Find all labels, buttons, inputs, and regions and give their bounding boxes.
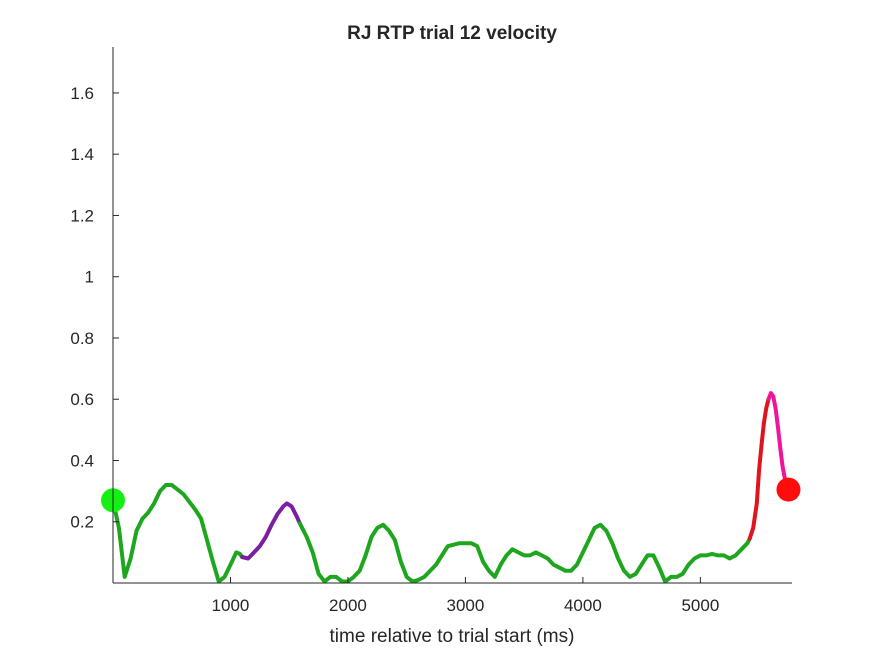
- plot-area: [101, 391, 801, 584]
- y-tick-label: 0.8: [70, 329, 94, 348]
- x-tick-label: 5000: [681, 596, 719, 615]
- series-line-2: [240, 501, 302, 561]
- x-tick-label: 1000: [212, 596, 250, 615]
- end-marker: [776, 477, 801, 502]
- y-tick-label: 1.4: [70, 145, 94, 164]
- y-tick-label: 0.2: [70, 513, 94, 532]
- y-tick-label: 1: [85, 268, 94, 287]
- y-tick-label: 1.2: [70, 206, 94, 225]
- y-tick-label: 0.4: [70, 451, 94, 470]
- y-tick-label: 0.6: [70, 390, 94, 409]
- series-line-1: [111, 483, 245, 584]
- x-axis-label: time relative to trial start (ms): [330, 626, 575, 647]
- series-line-5: [766, 391, 791, 492]
- axes: 0.2 0.4 0.6 0.8 1 1.2 1.4 1.6 1000 2000 3000 4000 50…: [70, 47, 792, 615]
- series-line-4: [747, 397, 771, 541]
- x-tick-label: 3000: [447, 596, 485, 615]
- x-tick-label: 2000: [329, 596, 367, 615]
- series-line-3: [297, 521, 752, 584]
- x-tick-label: 4000: [564, 596, 602, 615]
- chart-title: RJ RTP trial 12 velocity: [347, 23, 557, 44]
- y-tick-label: 1.6: [70, 84, 94, 103]
